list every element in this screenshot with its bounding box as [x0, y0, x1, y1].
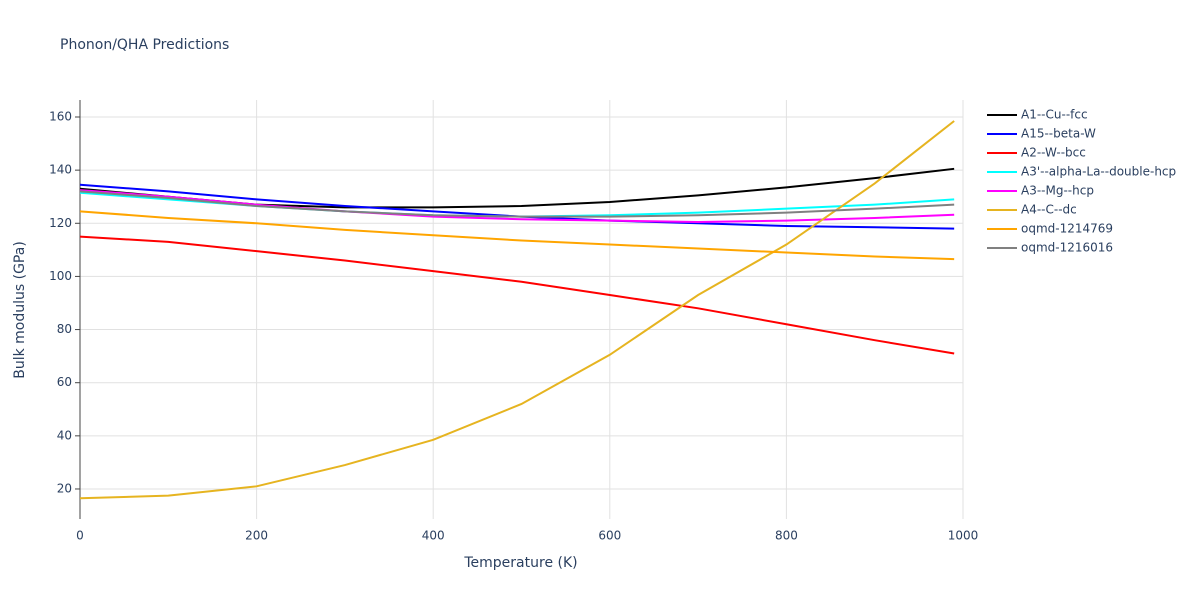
series-line: [79, 190, 955, 218]
legend-label: A3--Mg--hcp: [1021, 184, 1094, 198]
y-tick-label: 80: [57, 322, 72, 336]
y-axis-title: Bulk modulus (GPa): [12, 241, 28, 379]
legend-label: A4--C--dc: [1021, 203, 1077, 217]
y-tick-label: 40: [57, 428, 72, 442]
legend-label: oqmd-1214769: [1021, 222, 1113, 236]
legend-label: A3'--alpha-La--double-hcp: [1021, 165, 1176, 179]
x-tick-label: 200: [245, 529, 268, 543]
chart-title: Phonon/QHA Predictions: [60, 37, 229, 53]
legend-label: oqmd-1216016: [1021, 241, 1113, 255]
x-axis-title: Temperature (K): [463, 555, 577, 571]
legend-label: A2--W--bcc: [1021, 146, 1086, 160]
x-tick-label: 400: [422, 529, 445, 543]
y-tick-label: 120: [49, 216, 72, 230]
legend-label: A15--beta-W: [1021, 127, 1096, 141]
y-tick-label: 140: [49, 163, 72, 177]
y-tick-label: 60: [57, 375, 72, 389]
y-tick-label: 100: [49, 269, 72, 283]
series-line: [79, 235, 955, 355]
legend-label: A1--Cu--fcc: [1021, 108, 1088, 122]
x-tick-label: 600: [598, 529, 621, 543]
series-line: [79, 189, 955, 223]
x-tick-label: 0: [76, 529, 84, 543]
y-tick-label: 160: [49, 110, 72, 124]
series-line: [79, 210, 955, 261]
y-tick-label: 20: [57, 481, 72, 495]
x-tick-label: 800: [775, 529, 798, 543]
x-tick-label: 1000: [948, 529, 979, 543]
series-line: [79, 120, 955, 500]
series-line: [79, 191, 955, 218]
